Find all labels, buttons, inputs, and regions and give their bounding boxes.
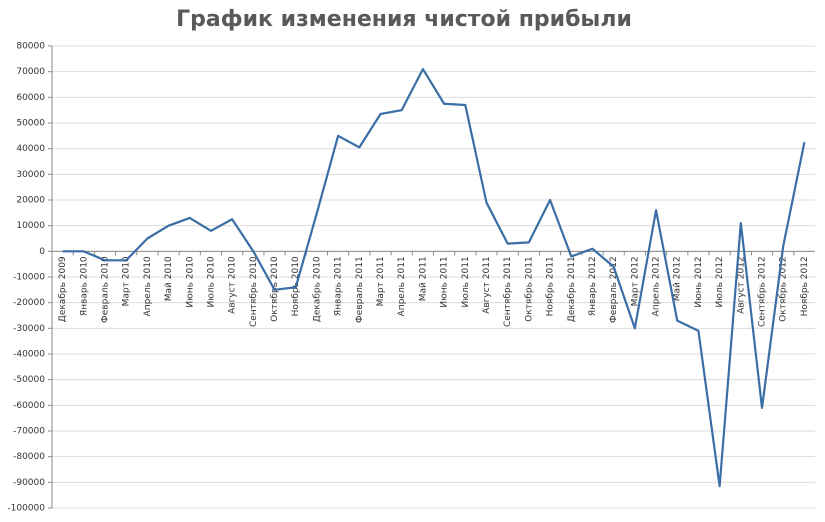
x-tick-label: Январь 2012 xyxy=(588,256,598,316)
x-tick-label: Январь 2011 xyxy=(334,256,344,316)
x-tick-label: Май 2012 xyxy=(673,256,683,301)
y-tick-label: -10000 xyxy=(13,273,45,283)
x-tick-label: Март 2011 xyxy=(376,256,386,306)
x-tick-label: Ноябрь 2011 xyxy=(546,256,556,316)
y-tick-label: -30000 xyxy=(13,324,45,334)
y-tick-label: 40000 xyxy=(16,144,45,154)
x-tick-label: Март 2010 xyxy=(122,256,132,306)
x-tick-label: Июнь 2010 xyxy=(185,256,195,308)
y-tick-label: 70000 xyxy=(16,67,45,77)
y-tick-label: 10000 xyxy=(16,221,45,231)
y-tick-label: -70000 xyxy=(13,427,45,437)
x-tick-label: Июнь 2011 xyxy=(440,256,450,307)
x-tick-label: Июль 2010 xyxy=(206,256,216,307)
x-tick-label: Декабрь 2011 xyxy=(567,256,577,322)
y-tick-label: 80000 xyxy=(16,42,45,52)
x-tick-label: Август 2010 xyxy=(228,256,238,314)
x-tick-label: Февраль 2011 xyxy=(355,256,365,323)
y-tick-label: -20000 xyxy=(13,298,45,308)
x-tick-label: Июнь 2012 xyxy=(694,256,704,307)
x-tick-label: Май 2010 xyxy=(164,256,174,301)
x-tick-label: Июль 2012 xyxy=(715,256,725,307)
x-tick-label: Апрель 2011 xyxy=(397,256,407,316)
y-tick-label: -100000 xyxy=(7,504,45,514)
x-tick-label: Февраль 2012 xyxy=(609,256,619,323)
y-tick-label: -60000 xyxy=(13,401,45,411)
y-tick-label: 60000 xyxy=(16,93,45,103)
x-tick-label: Июль 2011 xyxy=(461,256,471,307)
x-tick-label: Сентябрь 2011 xyxy=(503,256,513,327)
x-tick-label: Февраль 2010 xyxy=(100,256,110,323)
x-tick-label: Октябрь 2012 xyxy=(779,256,789,322)
x-tick-label: Сентябрь 2012 xyxy=(758,256,768,327)
chart-title: График изменения чистой прибыли xyxy=(176,7,632,32)
x-tick-label: Апрель 2012 xyxy=(652,256,662,316)
data-line xyxy=(62,67,806,488)
x-tick-label: Апрель 2010 xyxy=(143,256,153,316)
y-tick-label: 50000 xyxy=(16,119,45,129)
x-tick-label: Октябрь 2011 xyxy=(524,256,534,322)
y-tick-label: -90000 xyxy=(13,478,45,488)
x-tick-label: Май 2011 xyxy=(418,256,428,301)
y-tick-label: 0 xyxy=(39,247,45,257)
y-tick-label: 20000 xyxy=(16,196,45,206)
x-tick-label: Август 2012 xyxy=(736,256,746,313)
x-tick-label: Сентябрь 2010 xyxy=(249,256,259,327)
y-tick-label: -50000 xyxy=(13,375,45,385)
y-tick-label: 30000 xyxy=(16,170,45,180)
x-tick-label: Декабрь 2009 xyxy=(58,256,68,322)
y-tick-label: -80000 xyxy=(13,452,45,462)
x-tick-label: Август 2011 xyxy=(482,256,492,313)
x-tick-label: Март 2012 xyxy=(630,256,640,306)
y-tick-label: -40000 xyxy=(13,350,45,360)
x-tick-label: Декабрь 2010 xyxy=(312,256,322,322)
x-tick-label: Январь 2010 xyxy=(79,256,89,316)
x-tick-label: Ноябрь 2012 xyxy=(800,256,810,316)
